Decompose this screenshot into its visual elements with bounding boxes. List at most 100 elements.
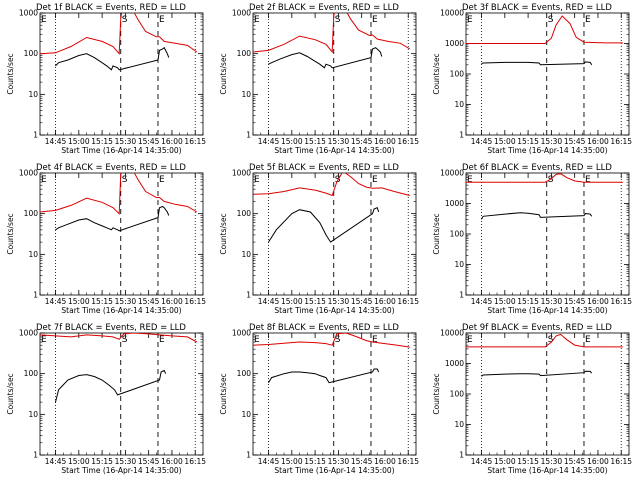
x-tick-label: 15:00 <box>281 137 303 146</box>
event-marker-label: S <box>548 15 554 25</box>
event-marker-label: E <box>372 15 378 25</box>
y-tick-label: 1000 <box>19 329 38 338</box>
x-tick-label: 15:30 <box>328 137 350 146</box>
x-tick-label: 15:00 <box>494 137 516 146</box>
x-tick-label: 14:45 <box>471 137 493 146</box>
x-tick-label: 16:15 <box>184 457 206 466</box>
event-marker-label: E <box>585 175 591 185</box>
x-tick-label: 16:00 <box>161 457 183 466</box>
y-tick-label: 1 <box>459 451 464 460</box>
x-axis-label: Start Time (16-Apr-14 14:35:00) <box>274 306 394 315</box>
y-tick-label: 100 <box>24 209 39 218</box>
y-tick-label: 1 <box>33 131 38 140</box>
y-axis-label: Counts/sec <box>432 53 441 94</box>
x-tick-label: 16:15 <box>397 137 419 146</box>
x-tick-label: 15:15 <box>91 457 113 466</box>
y-tick-label: 1 <box>33 451 38 460</box>
y-tick-label: 10 <box>454 420 464 429</box>
y-tick-label: 1000 <box>445 39 464 48</box>
x-axis-label: Start Time (16-Apr-14 14:35:00) <box>61 146 181 155</box>
panel-title: Det 6f BLACK = Events, RED = LLD <box>462 163 612 173</box>
detector-panel: Det 2f BLACK = Events, RED = LLD 1 10 100 10… <box>219 3 419 155</box>
event-marker-label: E <box>41 15 47 25</box>
events-series-line <box>55 369 167 403</box>
x-tick-label: 15:30 <box>115 137 137 146</box>
y-tick-label: 1 <box>33 291 38 300</box>
y-tick-label: 10 <box>241 410 251 419</box>
plot-frame <box>252 172 417 296</box>
x-tick-label: 15:30 <box>541 457 563 466</box>
y-tick-label: 1 <box>246 451 251 460</box>
detector-panel: Det 3f BLACK = Events, RED = LLD 1 10 100 10… <box>432 3 632 155</box>
events-series-line <box>55 46 170 71</box>
x-tick-label: 15:30 <box>328 297 350 306</box>
event-marker-label: S <box>548 335 554 345</box>
y-axis-label: Counts/sec <box>219 373 228 414</box>
x-tick-label: 15:15 <box>91 297 113 306</box>
x-tick-label: 15:45 <box>351 137 373 146</box>
x-axis-label: Start Time (16-Apr-14 14:35:00) <box>487 466 607 475</box>
detector-panel: Det 1f BLACK = Events, RED = LLD 1 10 100 10… <box>6 3 206 155</box>
event-marker-label: E <box>41 175 47 185</box>
x-tick-label: 15:30 <box>541 137 563 146</box>
panel-title: Det 4f BLACK = Events, RED = LLD <box>36 163 186 173</box>
events-series-line <box>268 368 380 384</box>
event-marker-label: E <box>159 15 165 25</box>
y-tick-label: 1000 <box>232 329 251 338</box>
y-axis-label: Counts/sec <box>432 213 441 254</box>
events-series-line <box>481 61 593 66</box>
x-tick-label: 15:00 <box>68 457 90 466</box>
lld-series-line <box>253 13 411 54</box>
y-tick-label: 10 <box>241 250 251 259</box>
plot-frame <box>252 12 417 136</box>
x-axis-label: Start Time (16-Apr-14 14:35:00) <box>487 146 607 155</box>
y-tick-label: 100 <box>450 390 465 399</box>
x-tick-label: 15:15 <box>91 137 113 146</box>
x-tick-label: 15:45 <box>564 457 586 466</box>
lld-series-line <box>466 333 623 348</box>
x-tick-label: 16:00 <box>587 457 609 466</box>
plot-frame <box>465 12 630 136</box>
y-axis-label: Counts/sec <box>432 373 441 414</box>
x-tick-label: 16:00 <box>374 297 396 306</box>
x-axis-label: Start Time (16-Apr-14 14:35:00) <box>274 466 394 475</box>
x-tick-label: 15:30 <box>115 297 137 306</box>
x-tick-label: 14:45 <box>45 457 67 466</box>
x-tick-label: 15:45 <box>351 457 373 466</box>
lld-series-line <box>40 13 198 55</box>
event-marker-label: E <box>254 15 260 25</box>
lld-series-line <box>40 333 198 343</box>
x-tick-label: 16:15 <box>610 137 632 146</box>
y-axis-label: Counts/sec <box>6 213 15 254</box>
panel-title: Det 3f BLACK = Events, RED = LLD <box>462 3 612 13</box>
x-tick-label: 14:45 <box>45 137 67 146</box>
y-tick-label: 1000 <box>232 169 251 178</box>
x-axis-label: Start Time (16-Apr-14 14:35:00) <box>274 146 394 155</box>
detector-panel: Det 9f BLACK = Events, RED = LLD 1 10 100 10… <box>432 323 632 475</box>
x-tick-label: 15:00 <box>281 297 303 306</box>
x-tick-label: 15:45 <box>138 457 160 466</box>
plot-frame <box>39 332 204 456</box>
x-tick-label: 16:00 <box>587 137 609 146</box>
events-series-line <box>268 207 380 243</box>
x-tick-label: 16:00 <box>374 457 396 466</box>
event-marker-label: E <box>467 175 473 185</box>
y-tick-label: 10000 <box>440 169 464 178</box>
event-marker-label: S <box>122 175 128 185</box>
event-marker-label: E <box>585 335 591 345</box>
panel-title: Det 2f BLACK = Events, RED = LLD <box>249 3 399 13</box>
y-axis-label: Counts/sec <box>6 53 15 94</box>
x-tick-label: 15:15 <box>304 297 326 306</box>
x-tick-label: 16:00 <box>374 137 396 146</box>
plot-frame <box>465 332 630 456</box>
panel-title: Det 1f BLACK = Events, RED = LLD <box>36 3 186 13</box>
x-tick-label: 16:15 <box>184 297 206 306</box>
event-marker-label: E <box>467 335 473 345</box>
y-tick-label: 1000 <box>445 199 464 208</box>
x-tick-label: 16:15 <box>610 297 632 306</box>
y-tick-label: 1 <box>459 131 464 140</box>
x-tick-label: 14:45 <box>258 137 280 146</box>
plot-frame <box>39 12 204 136</box>
event-marker-label: S <box>335 335 341 345</box>
x-tick-label: 15:30 <box>541 297 563 306</box>
